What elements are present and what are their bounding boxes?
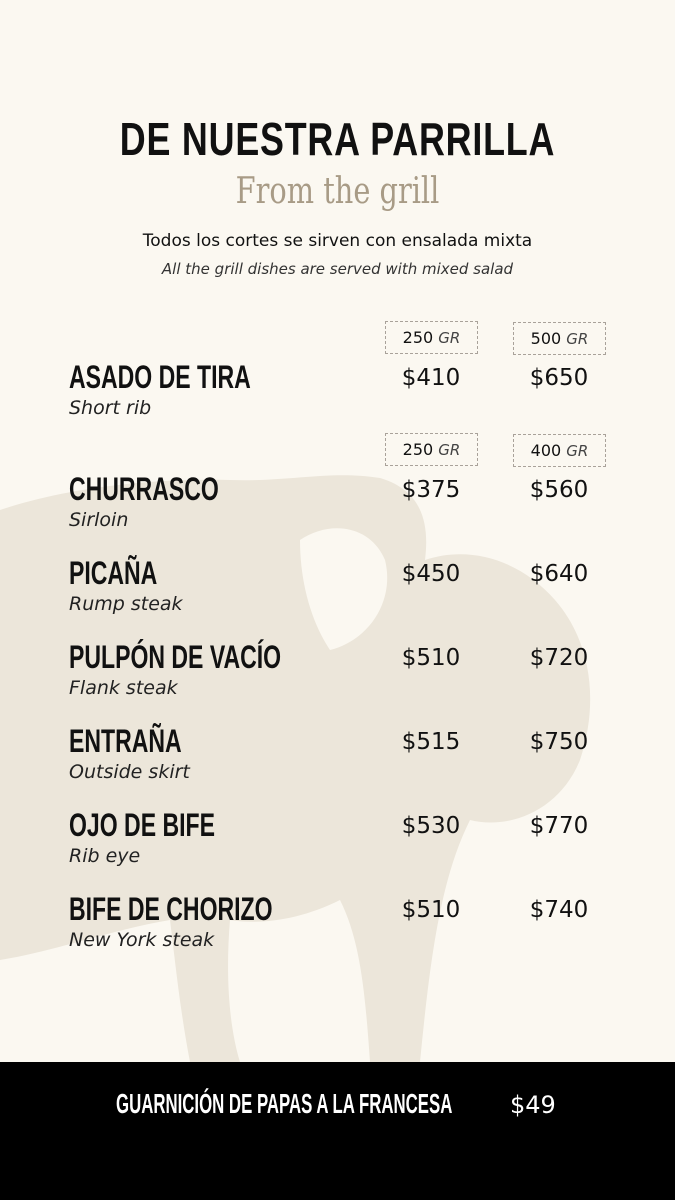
size-header: 250 GR [385,433,478,466]
size-unit: GR [566,330,589,348]
size-value: 250 [402,440,434,459]
item-english-name: Outside skirt [69,761,190,783]
page-subtitle: From the grill [235,171,440,212]
size-header: 500 GR [513,322,606,355]
item-english-name: Rib eye [69,845,141,867]
size-header: 250 GR [385,321,478,354]
item-english-name: Rump steak [69,593,183,615]
page-title: De nuestra parrilla [119,113,556,165]
item-price-small: $515 [401,729,461,755]
item-name: Asado de tira [69,359,251,395]
item-english-name: Sirloin [69,509,129,531]
item-price-large: $750 [529,729,589,755]
item-price-large: $560 [529,477,589,503]
item-name: Ojo de bife [69,807,215,843]
item-name: Bife de chorizo [69,891,273,927]
size-unit: GR [566,442,589,460]
item-price-small: $510 [401,645,461,671]
item-name: Churrasco [69,471,219,507]
item-price-small: $410 [401,365,461,391]
size-value: 250 [402,328,434,347]
footer-bar [0,1062,675,1200]
side-dish-name: Guarnición de papas a la francesa [116,1088,453,1119]
item-price-large: $640 [529,561,589,587]
item-name: Picaña [69,555,158,591]
item-price-large: $720 [529,645,589,671]
item-price-small: $530 [401,813,461,839]
size-header: 400 GR [513,434,606,467]
item-price-large: $650 [529,365,589,391]
item-name: Entraña [69,723,182,759]
item-name: Pulpón de vacío [69,639,282,675]
side-dish-price: $49 [510,1091,556,1119]
size-unit: GR [438,329,461,347]
note-spanish: Todos los cortes se sirven con ensalada … [142,231,533,251]
size-value: 500 [530,329,562,348]
item-price-large: $770 [529,813,589,839]
note-english: All the grill dishes are served with mix… [161,260,514,278]
item-english-name: Short rib [69,397,152,419]
item-price-small: $375 [401,477,461,503]
size-value: 400 [530,441,562,460]
item-english-name: New York steak [69,929,215,951]
item-price-small: $510 [401,897,461,923]
item-price-large: $740 [529,897,589,923]
item-price-small: $450 [401,561,461,587]
size-unit: GR [438,441,461,459]
item-english-name: Flank steak [69,677,178,699]
